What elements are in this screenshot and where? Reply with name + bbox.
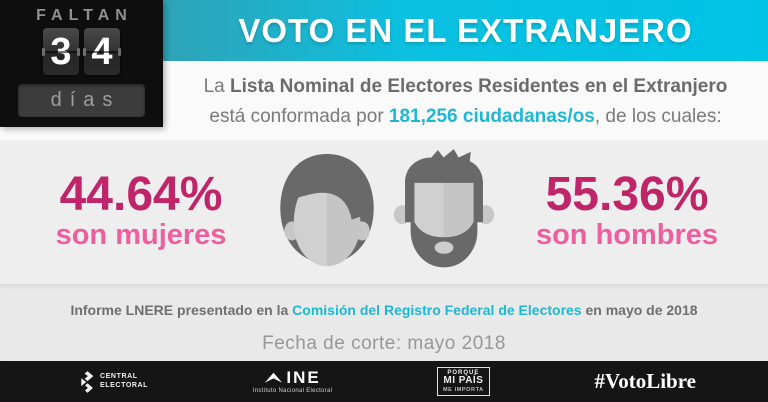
men-label: son hombres bbox=[535, 219, 719, 252]
ine-name: INE bbox=[286, 368, 321, 387]
campaign-logo: PORQUE MI PAÍS ME IMPORTA bbox=[437, 367, 490, 396]
countdown-box: FALTAN 3 4 días bbox=[0, 0, 163, 127]
ine-logo: INE Instituto Nacional Electoral bbox=[253, 369, 332, 394]
central-electoral-logo: CENTRAL ELECTORAL bbox=[80, 370, 148, 393]
campaign-line3: ME IMPORTA bbox=[443, 386, 484, 393]
campaign-line1: PORQUE bbox=[447, 370, 480, 377]
hinge-icon bbox=[77, 47, 80, 56]
central-electoral-text: CENTRAL ELECTORAL bbox=[100, 373, 148, 390]
footer-bar: CENTRAL ELECTORAL INE Instituto Nacional… bbox=[0, 361, 768, 402]
banner: VOTO EN EL EXTRANJERO bbox=[163, 0, 768, 61]
ine-subtitle: Instituto Nacional Electoral bbox=[252, 388, 333, 394]
woman-face-icon bbox=[280, 154, 374, 267]
hinge-icon bbox=[83, 47, 86, 56]
cutoff-date: Fecha de corte: mayo 2018 bbox=[262, 333, 506, 354]
men-percent: 55.36% bbox=[545, 168, 709, 222]
countdown-label: FALTAN bbox=[36, 7, 133, 24]
hinge-icon bbox=[118, 47, 121, 56]
flip-digit: 3 bbox=[50, 30, 72, 73]
face-icons bbox=[270, 147, 498, 277]
campaign-line2: MI PAÍS bbox=[443, 375, 484, 387]
page-title: VOTO EN EL EXTRANJERO bbox=[238, 11, 693, 49]
women-percent: 44.64% bbox=[59, 168, 223, 222]
intro-line1-bold: Lista Nominal de Electores Residentes en… bbox=[230, 76, 728, 97]
report-suffix: en mayo de 2018 bbox=[581, 302, 698, 318]
flip-card-units: 4 bbox=[83, 28, 121, 75]
intro-line2-prefix: está conformada por bbox=[209, 106, 389, 128]
central-electoral-line2: ELECTORAL bbox=[100, 381, 149, 389]
central-electoral-line1: CENTRAL bbox=[100, 373, 138, 381]
hashtag: #VotoLibre bbox=[594, 369, 696, 393]
countdown-unit: días bbox=[18, 84, 145, 117]
report-line: Informe LNERE presentado en la Comisión … bbox=[0, 302, 768, 318]
intro-line1-prefix: La bbox=[203, 76, 231, 97]
report-prefix: Informe LNERE presentado en la bbox=[70, 302, 293, 318]
women-label: son mujeres bbox=[55, 219, 227, 252]
footnote-section: Informe LNERE presentado en la Comisión … bbox=[0, 284, 768, 361]
flip-card-tens: 3 bbox=[42, 28, 80, 75]
flip-clock: 3 4 bbox=[42, 28, 121, 75]
intro-text: La Lista Nominal de Electores Residentes… bbox=[163, 72, 768, 133]
man-face-icon bbox=[393, 149, 495, 268]
central-electoral-icon bbox=[81, 370, 94, 393]
men-stat: 55.36% son hombres bbox=[498, 171, 756, 252]
intro-line2-suffix: , de los cuales: bbox=[594, 106, 722, 128]
hinge-icon bbox=[42, 47, 45, 56]
report-highlight: Comisión del Registro Federal de Elector… bbox=[292, 302, 582, 318]
stats-section: 44.64% son mujeres bbox=[0, 140, 768, 284]
women-stat: 44.64% son mujeres bbox=[12, 171, 270, 252]
ine-eagle-icon bbox=[265, 372, 283, 383]
intro-total-highlight: 181,256 ciudadanas/os bbox=[388, 106, 595, 128]
flip-digit: 4 bbox=[91, 30, 113, 73]
